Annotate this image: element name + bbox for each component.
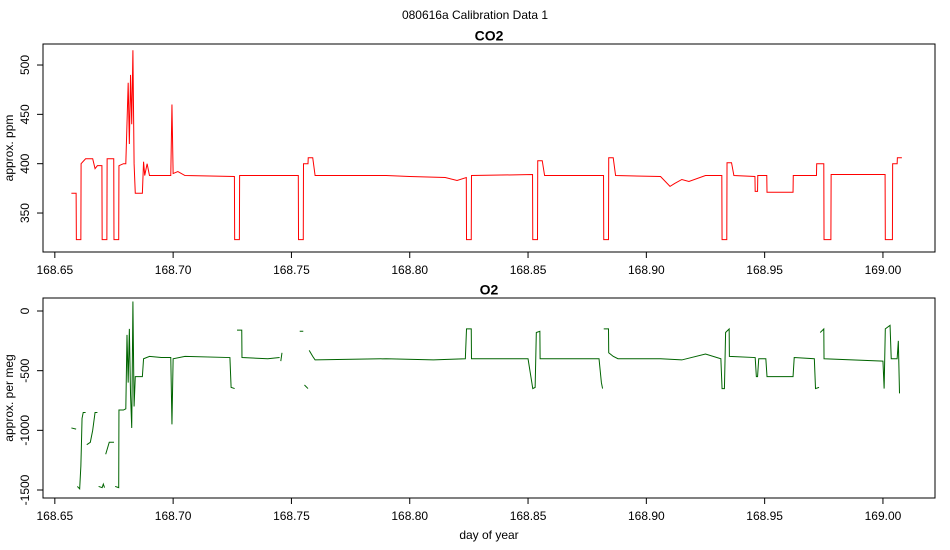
x-tick-label: 168.65 [36,509,73,523]
x-tick-label: 168.85 [510,509,547,523]
y-tick-label: -500 [18,358,32,382]
y-tick-label: 350 [18,203,32,223]
y-tick-label: 450 [18,104,32,124]
x-axis-label: day of year [459,528,518,542]
x-tick-label: 168.80 [391,509,428,523]
y-tick-label: 500 [18,55,32,75]
x-tick-label: 168.70 [155,263,192,277]
x-tick-label: 168.95 [746,509,783,523]
y-tick-label: -1500 [18,474,32,505]
figure-title: 080616a Calibration Data 1 [402,8,548,22]
x-tick-label: 168.75 [273,509,310,523]
x-tick-label: 169.00 [865,263,902,277]
data-line [71,50,902,241]
panel-title: O2 [480,282,499,298]
y-tick-label: 0 [18,307,32,314]
data-line [71,301,901,490]
y-tick-label: -1000 [18,415,32,446]
x-tick-label: 168.90 [628,263,665,277]
x-tick-label: 169.00 [865,509,902,523]
x-tick-label: 168.85 [510,263,547,277]
x-tick-label: 168.75 [273,263,310,277]
x-tick-label: 168.90 [628,509,665,523]
y-axis-label: approx. ppm [2,115,16,182]
panel-title: CO2 [475,28,504,44]
x-tick-label: 168.70 [155,509,192,523]
y-axis-label: approx. per meg [2,354,16,441]
x-tick-label: 168.80 [391,263,428,277]
x-tick-label: 168.95 [746,263,783,277]
y-tick-label: 400 [18,153,32,173]
x-tick-label: 168.65 [36,263,73,277]
